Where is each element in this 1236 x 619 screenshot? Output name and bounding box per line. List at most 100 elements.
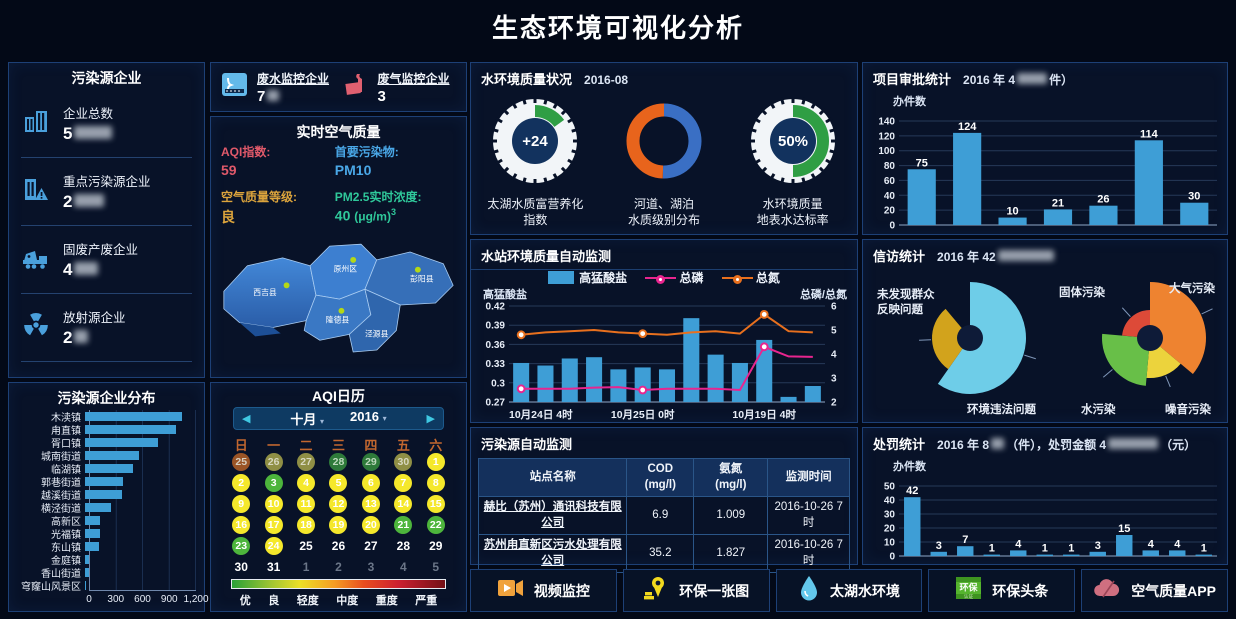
gauge-label: 河道、湖泊 水质级别分布 [627, 197, 700, 228]
legend-total-nitrogen[interactable]: 总氮 [721, 269, 780, 286]
calendar-day-cell[interactable]: 4 [400, 560, 407, 574]
calendar-day-cell[interactable]: 28 [396, 539, 411, 553]
calendar-day-cell[interactable]: 20 [361, 516, 380, 534]
calendar-day-cell[interactable]: 9 [232, 495, 251, 513]
calendar-day-cell[interactable]: 13 [361, 495, 380, 513]
calendar-day-cell[interactable]: 30 [234, 560, 248, 574]
project-approval-subtitle: 2016 年 4 件） [963, 73, 1074, 87]
pm25-stat: PM2.5实时浓度: 40 (μg/m)3 [334, 190, 422, 224]
calendar-day-cell[interactable]: 18 [297, 516, 316, 534]
svg-text:0: 0 [889, 221, 895, 232]
nh3-value: 1.009 [693, 496, 769, 536]
app-button-label: 环保一张图 [679, 582, 750, 599]
station-name-link[interactable]: 苏州甪直新区污水处理有限公司 [477, 534, 628, 574]
region-map[interactable]: 西吉县 原州区 彭阳县 隆德县 泾源县 [211, 233, 466, 378]
calendar-day-cell[interactable]: 8 [426, 474, 445, 492]
pollution-stat-item[interactable]: 放射源企业 2 [21, 294, 192, 362]
calendar-day-cell[interactable]: 14 [394, 495, 413, 513]
app-button-label: 太湖水环境 [829, 582, 900, 599]
app-button-视频监控[interactable]: 视频监控 [470, 569, 617, 612]
calendar-day-cell[interactable]: 24 [264, 537, 283, 555]
calendar-day-cell[interactable]: 5 [432, 560, 440, 574]
stat-label: 固废产废企业 [63, 243, 139, 257]
calendar-day-cell[interactable]: 25 [299, 539, 313, 553]
legend-total-phosphorus[interactable]: 总磷 [645, 269, 704, 286]
bar-segment [85, 451, 139, 460]
calendar-day-cell[interactable]: 27 [364, 539, 378, 553]
calendar-day-cell[interactable]: 7 [394, 474, 413, 492]
penalty-ylabel: 办件数 [893, 461, 926, 473]
calendar-day-cell[interactable]: 6 [361, 474, 380, 492]
calendar-day-cell[interactable]: 4 [297, 474, 316, 492]
distribution-bar-row: 临湖镇 [13, 462, 196, 476]
calendar-day-cell[interactable]: 12 [329, 495, 348, 513]
calendar-day-cell[interactable]: 1 [302, 560, 310, 574]
app-button-环保头条[interactable]: 环保 认证 环保头条 [928, 569, 1076, 612]
table-row: 赫比（苏州）通讯科技有限公司 6.9 1.009 2016-10-26 7时 [477, 496, 850, 536]
gauge-block: +24 太湖水质富营养化 指数 [475, 93, 595, 228]
distribution-bar-row: 光福镇 [13, 527, 196, 541]
calendar-day-cell[interactable]: 16 [232, 516, 251, 534]
aqi-legend-labels: 优 良 轻度 中度 重度 严重 [231, 592, 446, 608]
category-label: 横泾街道 [41, 504, 81, 515]
calendar-day-cell[interactable]: 29 [429, 539, 443, 553]
calendar-day-cell[interactable]: 28 [329, 453, 348, 471]
station-name-link[interactable]: 赫比（苏州）通讯科技有限公司 [477, 496, 628, 536]
calendar-day-cell[interactable]: 3 [264, 474, 283, 492]
app-button-空气质量APP[interactable]: 空气质量APP [1081, 569, 1228, 612]
category-label: 郭巷街道 [41, 478, 81, 489]
calendar-day-cell[interactable]: 17 [264, 516, 283, 534]
calendar-year-select[interactable]: 2016 ▾ [350, 409, 387, 424]
distribution-bar-row: 穹窿山风景区 [13, 579, 196, 593]
calendar-day-cell[interactable]: 26 [331, 539, 346, 553]
distribution-bar-row: 东山镇 [13, 540, 196, 554]
calendar-day-cell[interactable]: 26 [264, 453, 283, 471]
waste-water-value: 7 [257, 88, 329, 105]
pollution-stat-item[interactable]: 企业总数 5 [21, 90, 192, 158]
svg-text:泾源县: 泾源县 [365, 329, 389, 338]
calendar-day-cell[interactable]: 10 [264, 495, 283, 513]
svg-text:4: 4 [1015, 538, 1022, 550]
calendar-day-cell[interactable]: 29 [361, 453, 380, 471]
calendar-day-cell[interactable]: 25 [232, 453, 251, 471]
calendar-day-cell[interactable]: 31 [266, 560, 281, 574]
app-button-环保一张图[interactable]: 环保一张图 [622, 569, 770, 612]
svg-text:30: 30 [1188, 191, 1200, 203]
water-station-chart: 0.27 0.3 0.33 0.36 0.39 0.42 2 3 4 5 6 10月24日 4时 10月… [486, 302, 837, 422]
calendar-month-select[interactable]: 十月 ▾ [290, 412, 325, 427]
calendar-day-cell[interactable]: 30 [394, 453, 413, 471]
stat-value: 5 [63, 124, 114, 144]
pollution-stat-item[interactable]: 重点污染源企业 2 [21, 158, 192, 226]
page-title: 生态环境可视化分析 [491, 13, 744, 43]
svg-text:1: 1 [989, 543, 995, 555]
svg-text:10月25日 0时: 10月25日 0时 [611, 408, 675, 421]
calendar-day-cell[interactable]: 23 [232, 537, 251, 555]
calendar-day-cell[interactable]: 27 [297, 453, 316, 471]
legend-permanganate[interactable]: 高猛酸盐 [548, 269, 627, 286]
calendar-day-cell[interactable]: 22 [426, 516, 445, 534]
svg-text:26: 26 [1097, 194, 1109, 206]
app-button-太湖水环境[interactable]: 太湖水环境 [775, 569, 923, 612]
calendar-next-icon[interactable]: ▶ [426, 413, 435, 425]
aqi-level-label: 严重 [415, 595, 438, 607]
waste-water-label[interactable]: 废水监控企业 [257, 71, 330, 86]
calendar-day-cell[interactable]: 15 [426, 495, 445, 513]
huanbao-badge-icon: 环保 认证 [955, 575, 982, 606]
calendar-day-cell[interactable]: 2 [335, 560, 342, 574]
pollution-stat-item[interactable]: 固废产废企业 4 [21, 226, 192, 294]
calendar-day-cell[interactable]: 21 [394, 516, 413, 534]
calendar-day-cell[interactable]: 11 [297, 495, 316, 513]
svg-text:10月19日 4时: 10月19日 4时 [732, 408, 796, 421]
category-label: 穹窿山风景区 [21, 582, 81, 593]
radiation-icon [21, 311, 51, 344]
calendar-prev-icon[interactable]: ◀ [242, 413, 251, 425]
calendar-day-cell[interactable]: 2 [232, 474, 251, 492]
calendar-day-cell[interactable]: 5 [329, 474, 348, 492]
svg-text:0: 0 [889, 552, 895, 563]
calendar-day-cell[interactable]: 1 [426, 453, 445, 471]
waste-gas-label[interactable]: 废气监控企业 [377, 71, 450, 86]
petition-panel: 信访统计 2016 年 42 未发现群众 反映问题 环境违法问题 固体污染 大气污… [862, 239, 1228, 423]
calendar-day-cell[interactable]: 19 [329, 516, 348, 534]
calendar-day-cell[interactable]: 3 [367, 560, 375, 574]
bar-segment [85, 412, 183, 421]
